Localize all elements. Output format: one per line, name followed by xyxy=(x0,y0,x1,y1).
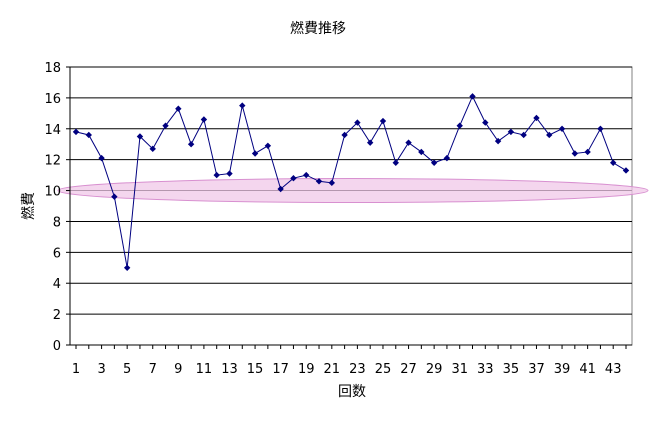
data-point xyxy=(558,125,566,132)
data-point xyxy=(597,125,604,132)
data-point xyxy=(405,139,412,146)
x-tick-label: 5 xyxy=(123,362,131,377)
data-point xyxy=(546,131,553,139)
x-tick-label: 25 xyxy=(375,362,392,377)
x-tick-label: 43 xyxy=(605,362,622,377)
x-tick-label: 1 xyxy=(72,362,80,377)
y-tick-label: 14 xyxy=(44,123,61,138)
data-point xyxy=(290,175,297,182)
x-tick-label: 15 xyxy=(247,362,264,377)
data-point xyxy=(443,154,451,162)
x-tick-label: 21 xyxy=(324,362,341,377)
x-tick-label: 19 xyxy=(298,362,315,377)
x-tick-label: 37 xyxy=(528,362,545,377)
x-tick-label: 23 xyxy=(349,362,366,377)
data-point xyxy=(482,119,489,126)
data-point xyxy=(187,141,195,148)
data-point xyxy=(533,114,540,122)
series-layer xyxy=(72,93,630,271)
x-tick-label: 11 xyxy=(196,362,213,377)
data-point xyxy=(123,264,131,271)
data-point xyxy=(213,171,220,179)
x-tick-label: 27 xyxy=(400,362,417,377)
y-tick-label: 16 xyxy=(44,92,61,107)
y-tick-label: 0 xyxy=(53,339,61,354)
x-tick-label: 35 xyxy=(503,362,520,377)
data-point xyxy=(379,117,387,125)
y-tick-label: 2 xyxy=(53,308,61,323)
x-axis-title: 回数 xyxy=(338,384,366,400)
data-point xyxy=(226,170,233,177)
data-point xyxy=(72,128,80,136)
y-axis-title: 燃費 xyxy=(20,192,37,220)
data-point xyxy=(251,150,259,157)
data-point xyxy=(149,145,156,153)
data-point xyxy=(136,133,144,140)
x-tick-label: 3 xyxy=(97,362,105,377)
x-tick-label: 7 xyxy=(149,362,157,377)
x-tick-label: 39 xyxy=(554,362,571,377)
data-point xyxy=(520,131,527,139)
data-point xyxy=(418,148,425,156)
data-point xyxy=(456,122,463,129)
grid-layer xyxy=(69,66,633,346)
data-point xyxy=(469,93,476,100)
y-tick-label: 4 xyxy=(53,277,61,292)
y-tick-label: 12 xyxy=(44,154,61,169)
y-tick-label: 18 xyxy=(44,61,61,76)
x-tick-label: 33 xyxy=(477,362,494,377)
y-tick-label: 8 xyxy=(53,215,61,230)
data-point xyxy=(392,159,399,166)
axis-layer xyxy=(66,66,632,349)
data-point xyxy=(175,105,182,112)
data-point xyxy=(264,142,272,149)
data-point xyxy=(341,131,348,139)
data-point xyxy=(277,185,284,193)
data-point xyxy=(200,116,208,123)
y-tick-label: 6 xyxy=(53,246,61,261)
y-tick-label: 10 xyxy=(44,185,61,200)
data-point xyxy=(571,150,579,157)
data-point xyxy=(111,193,118,200)
data-point xyxy=(507,128,515,136)
plot-area xyxy=(69,66,633,346)
series-line xyxy=(75,95,627,268)
data-point xyxy=(622,167,630,174)
data-point xyxy=(303,171,310,179)
data-point xyxy=(354,119,361,126)
x-tick-label: 9 xyxy=(174,362,182,377)
x-tick-label: 29 xyxy=(426,362,443,377)
x-tick-label: 17 xyxy=(272,362,289,377)
data-point xyxy=(328,179,336,187)
x-tick-label: 31 xyxy=(451,362,468,377)
x-tick-label: 41 xyxy=(579,362,596,377)
x-tick-label: 13 xyxy=(221,362,238,377)
highlight-band xyxy=(57,178,649,204)
data-point xyxy=(366,139,374,146)
data-point xyxy=(494,137,502,145)
chart-title: 燃費推移 xyxy=(290,20,346,37)
data-point xyxy=(315,178,323,185)
data-point xyxy=(98,154,105,162)
data-point xyxy=(162,122,169,129)
highlight-band-layer xyxy=(57,178,649,204)
data-point xyxy=(584,148,591,156)
data-point xyxy=(239,102,246,109)
data-point xyxy=(430,159,438,166)
data-point xyxy=(610,159,617,166)
data-point xyxy=(85,131,92,139)
